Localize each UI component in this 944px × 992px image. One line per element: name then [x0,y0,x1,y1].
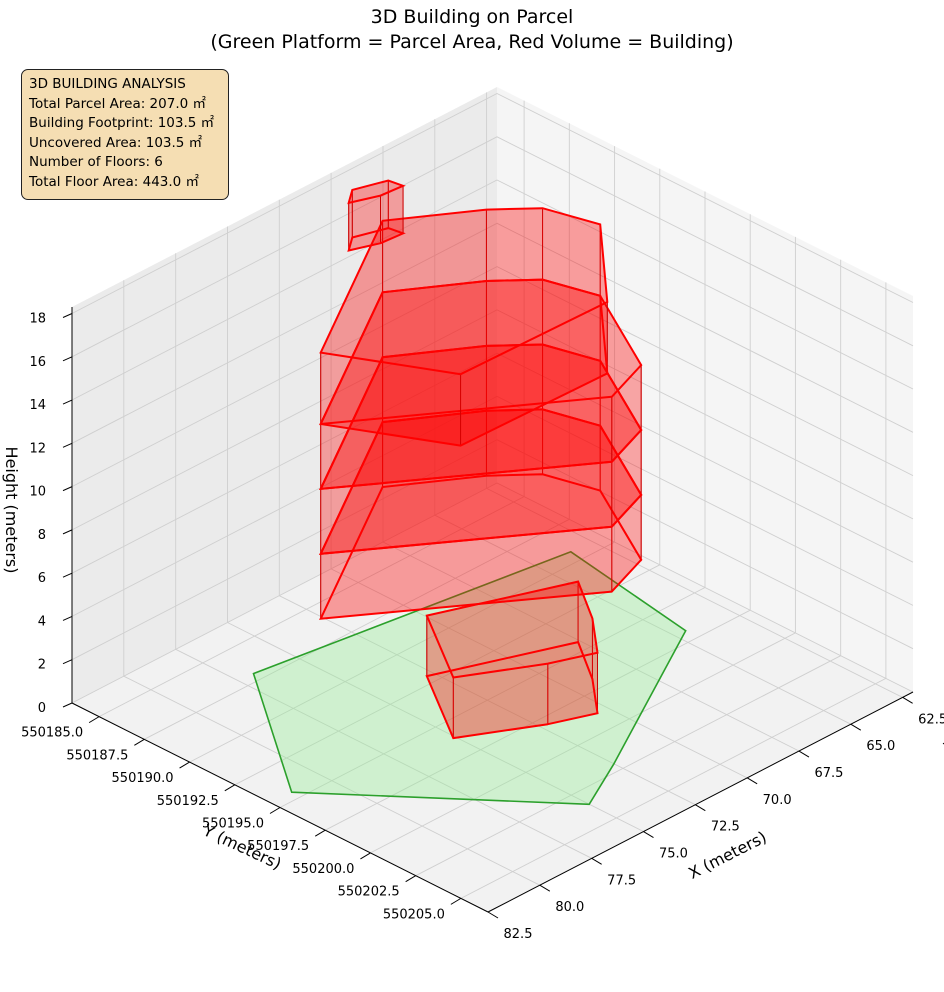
z-axis-label: Height (meters) [2,447,21,574]
z-gridline [71,92,914,314]
info-uncovered-area: Uncovered Area: 103.5 ㎡ [29,134,203,151]
y-tick-label: 550187.5 [66,748,128,763]
building-volume [319,179,643,740]
x-tick-label: 72.5 [711,820,740,835]
z-tick-mark [62,399,73,405]
left-wall-pane [72,87,497,703]
z-tick-mark [62,442,73,448]
building-analysis-box: 3D BUILDING ANALYSIS Total Parcel Area: … [21,69,229,200]
y-tick-mark [269,807,281,814]
x-tick-mark [487,911,499,919]
x-axis-line [487,691,914,913]
z-tick-mark [62,659,73,665]
z-tick-mark [62,356,73,362]
z-tick-label: 8 [38,528,46,543]
y-tick-mark [224,784,236,792]
z-tick-mark [62,702,73,708]
x-tick-label: 65.0 [866,739,895,754]
x-tick-mark [746,777,758,785]
info-total-floor-area: Total Floor Area: 443.0 ㎡ [29,173,200,190]
info-heading: 3D BUILDING ANALYSIS [29,76,186,92]
y-tick-mark [88,716,100,724]
z-tick-label: 10 [29,485,46,500]
z-gridline [71,179,914,401]
z-tick-label: 16 [29,355,46,370]
z-tick-label: 2 [38,658,46,673]
x-tick-label: 70.0 [763,793,792,808]
chart-title: 3D Building on Parcel [370,6,574,28]
y-tick-label: 550190.0 [112,771,174,786]
building-slab-top [425,580,599,679]
x-tick-label: 75.0 [659,847,688,862]
building-level-4 [319,278,643,491]
x-tick-label: 82.5 [504,927,533,942]
info-number-of-floors: Number of Floors: 6 [29,154,163,170]
z-tick-mark [62,529,73,535]
chart-subtitle: (Green Platform = Parcel Area, Red Volum… [210,31,734,53]
x-tick-mark [643,831,654,838]
y-tick-label: 550197.5 [247,839,309,854]
x-tick-mark [695,804,706,812]
y-tick-mark [405,875,416,883]
z-tick-label: 18 [29,311,46,326]
y-tick-label: 550185.0 [21,726,83,741]
z-tick-label: 0 [38,701,46,716]
building-slab-bottom [319,473,643,620]
y-tick-mark [450,897,462,905]
x-tick-mark [902,696,913,704]
info-parcel-area: Total Parcel Area: 207.0 ㎡ [29,95,206,112]
z-gridline [71,266,914,487]
y-tick-mark [179,761,190,769]
z-gridline [71,439,914,661]
y-tick-mark [360,852,371,860]
building-slab-bottom [319,278,609,447]
building-level-2 [319,408,643,620]
building-slab-bottom [425,640,599,740]
building-level-5 [319,207,609,447]
x-axis-label: X (meters) [685,827,769,883]
z-tick-mark [62,572,73,578]
x-tick-mark [539,884,551,892]
z-gridline [71,352,914,574]
y-tick-label: 550205.0 [383,907,445,922]
z-tick-mark [62,615,73,621]
z-tick-label: 14 [29,398,46,413]
y-tick-label: 550202.5 [338,885,400,900]
y-tick-mark [314,829,326,837]
z-gridline [71,482,914,704]
z-tick-mark [62,486,73,492]
y-tick-label: 550192.5 [157,794,219,809]
z-gridline [71,395,914,617]
building-slab-bottom [319,343,643,491]
x-tick-label: 67.5 [814,766,843,781]
building-slab-bottom [347,227,406,252]
x-tick-label: 62.5 [918,712,944,727]
building-level-1 [425,580,599,740]
z-tick-label: 6 [38,571,46,586]
building-level-3 [319,343,643,555]
building-slab-top [319,207,609,376]
y-tick-label: 550195.0 [202,817,264,832]
y-tick-mark [134,738,145,746]
building-level-6 [347,179,406,252]
x-tick-label: 80.0 [555,900,584,915]
z-tick-label: 12 [29,441,46,456]
x-tick-label: 77.5 [607,873,636,888]
x-tick-mark [850,723,862,731]
tick-labels: 0 2 4 6 8 10 12 14 16 18 550185.0 550187.5 550190.0 5… [21,311,944,942]
x-tick-mark [591,857,602,865]
building-slab-bottom [319,408,643,555]
x-tick-mark [798,750,810,758]
info-building-footprint: Building Footprint: 103.5 ㎡ [29,115,215,131]
z-gridline [71,222,914,444]
building-slab-top [347,179,406,205]
y-tick-label: 550200.0 [292,862,354,877]
z-gridline [71,309,914,531]
z-gridline [71,136,914,358]
z-tick-label: 4 [38,614,46,629]
z-tick-mark [62,313,73,318]
